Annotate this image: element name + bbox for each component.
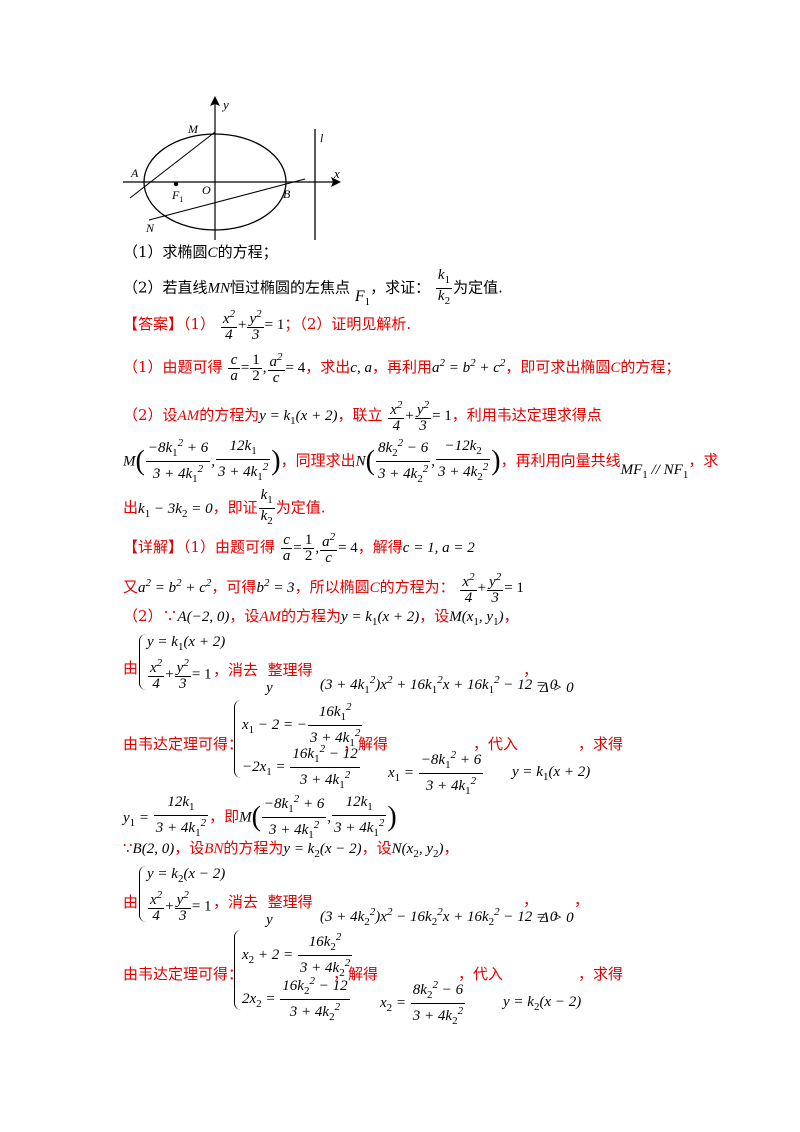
delta-2: Δ > 0: [540, 910, 574, 926]
veda-2-eq2: 2x2 = 16k22 − 12 3 + 4k22: [242, 975, 350, 1023]
veda-label-2: 由韦达定理可得：: [123, 965, 244, 983]
hint-2: （2）设AM的方程为y = k1(x + 2)，联立 x2 4 + y2 3 = 1，利用…: [123, 399, 602, 434]
answer-line: 【答案】（1） x2 4 + y2 3 = 1；（2）证明见解析.: [123, 308, 412, 343]
system-2-eq2: x2 4 + y2 3 = 1: [148, 889, 212, 924]
hint-1: （1）由题可得 c a = 1 2, a2 c = 4，求出c, a，再利用a2 = b2 +…: [123, 351, 681, 386]
you-label-1: 由: [123, 659, 139, 677]
jiede-1: ，解得: [343, 735, 389, 753]
system-brace-2: [139, 866, 146, 922]
focus-f1-point: [173, 181, 179, 187]
label-l: l: [320, 131, 324, 145]
y-axis-arrow: [210, 96, 220, 106]
veda-brace-1: [234, 700, 241, 778]
hint-4: 出k1 − 3k2 = 0，即证 k1 k2 为定值.: [123, 487, 326, 528]
elim-y-1: y: [266, 680, 273, 696]
line-bn-eq: y = k2(x − 2): [503, 994, 582, 1013]
system-1-eq2: x2 4 + y2 3 = 1: [148, 657, 212, 692]
you-label-2: 由: [123, 893, 139, 911]
label-b: B: [283, 187, 291, 201]
dairu-1: ，代入: [473, 735, 519, 753]
elim-y-2: y: [266, 912, 273, 928]
label-o: O: [202, 183, 211, 197]
label-m: M: [187, 122, 199, 136]
line-am-eq: y = k1(x + 2): [512, 764, 591, 783]
label-a: A: [130, 166, 139, 180]
qiude-1: ，求得: [578, 735, 624, 753]
delta-1: Δ > 0: [540, 680, 574, 696]
ellipse-c: [143, 133, 287, 231]
system-brace-1: [139, 634, 146, 690]
question-2: （2）若直线MN恒过椭圆的左焦点 F1，求证： k1 k2 为定值.: [123, 267, 503, 308]
line-am: [129, 131, 216, 199]
question-1: （1）求椭圆C的方程；: [123, 243, 278, 261]
dairu-2: ，代入: [458, 965, 504, 983]
veda-label-1: 由韦达定理可得：: [123, 735, 244, 753]
detail-1: 【详解】（1）由题可得 c a = 1 2, a2 c = 4，解得c = 1, a = 2: [123, 531, 475, 566]
veda-2-eq1: x2 + 2 = 16k22 3 + 4k22: [242, 931, 353, 979]
line-nb: [148, 178, 306, 221]
jiede-2: ，解得: [333, 965, 379, 983]
detail-5: ∵B(2, 0)，设BN的方程为y = k2(x − 2)，设N(x2, y2)…: [123, 839, 459, 860]
ellipse-figure: y x M N A F1 O B l: [123, 96, 341, 240]
comma-1: ，: [523, 661, 539, 679]
quadratic-2: (3 + 4k22)x2 − 16k22x + 16k22 − 12 = 0: [320, 906, 558, 928]
x-axis-arrow: [331, 177, 341, 187]
elim-2: ，消去 整理得: [213, 893, 313, 911]
quadratic-1: (3 + 4k12)x2 + 16k12x + 16k12 − 12 = 0: [320, 674, 558, 696]
veda-1-eq2: −2x1 = 16k12 − 12 3 + 4k12: [242, 743, 360, 791]
qiude-2: ，求得: [578, 965, 624, 983]
veda-brace-2: [234, 930, 241, 1010]
label-f1: F1: [171, 188, 183, 204]
elim-1: ，消去 整理得: [213, 661, 313, 679]
label-n: N: [145, 221, 155, 235]
system-2-eq1: y = k2(x − 2): [147, 866, 226, 885]
detail-3: （2）∵A(−2, 0)，设AM的方程为y = k1(x + 2)，设M(x1,…: [123, 607, 519, 628]
veda-1-eq1: x1 − 2 = −16k12 3 + 4k12: [242, 701, 363, 749]
detail-2: 又a2 = b2 + c2，可得b2 = 3，所以椭圆C的方程为： x2 4 + y2…: [123, 571, 524, 606]
comma-2a: ，: [523, 891, 539, 909]
label-y: y: [221, 97, 229, 112]
comma-2b: ，: [574, 891, 590, 909]
label-x: x: [333, 166, 340, 181]
system-1-eq1: y = k1(x + 2): [147, 634, 226, 653]
